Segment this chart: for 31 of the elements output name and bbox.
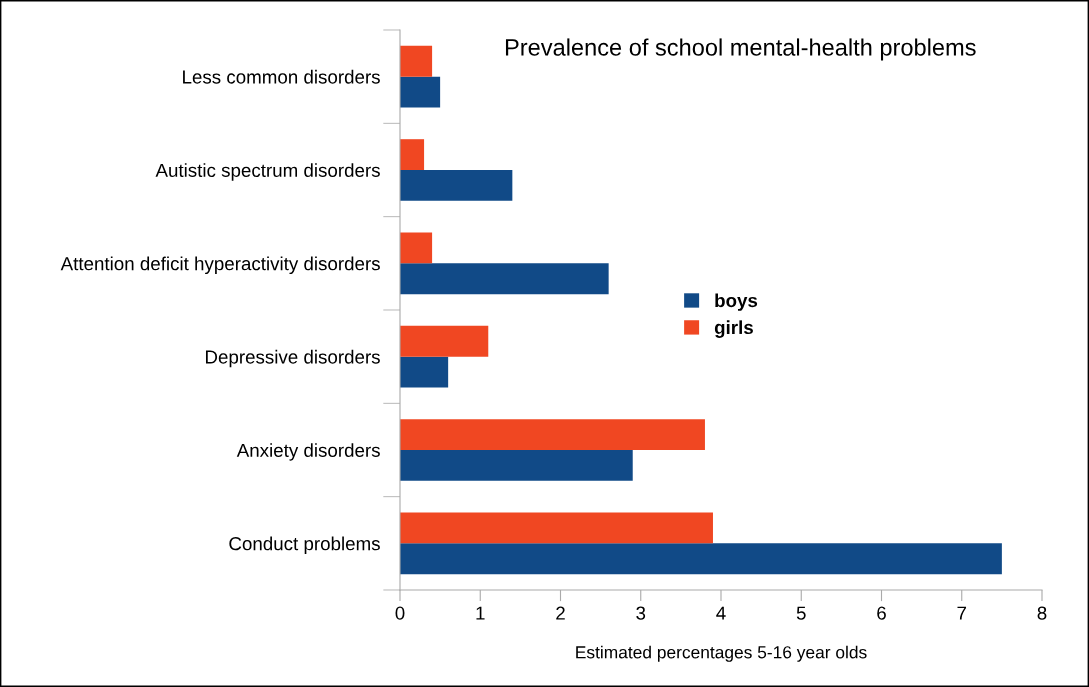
bar <box>400 139 425 170</box>
x-tick-label: 2 <box>556 606 565 620</box>
bar <box>400 450 633 481</box>
x-tick-label: 7 <box>957 606 967 620</box>
bar <box>400 356 449 388</box>
y-tick-label: Depressive disorders <box>205 349 380 368</box>
bar <box>400 419 705 450</box>
x-tick-label: 0 <box>395 606 405 620</box>
legend-label: boys <box>715 293 758 311</box>
y-tick-label: Attention deficit hyperactivity disorders <box>60 256 380 275</box>
bar <box>400 76 441 108</box>
x-tick-label: 5 <box>796 606 806 620</box>
bar <box>400 170 513 201</box>
bar <box>400 263 609 295</box>
y-tick-label: Anxiety disorders <box>236 443 380 461</box>
bar <box>400 232 433 264</box>
x-tick-label: 1 <box>476 606 485 620</box>
bar <box>400 45 433 77</box>
legend-label: girls <box>714 320 753 338</box>
bar <box>400 543 1002 575</box>
x-tick-label: 4 <box>716 606 726 620</box>
x-axis-title: Estimated percentages 5-16 year olds <box>576 645 867 662</box>
x-tick-label: 6 <box>877 606 886 620</box>
bar <box>400 512 713 544</box>
y-tick-label: Conduct problems <box>229 536 380 555</box>
bar <box>400 325 489 357</box>
x-tick-label: 3 <box>636 606 646 620</box>
chart-title: Prevalence of school mental-health problems <box>505 38 976 61</box>
y-tick-label: Autistic spectrum disorders <box>155 163 380 181</box>
x-tick-label: 8 <box>1037 606 1047 620</box>
y-tick-label: Less common disorders <box>183 69 380 84</box>
